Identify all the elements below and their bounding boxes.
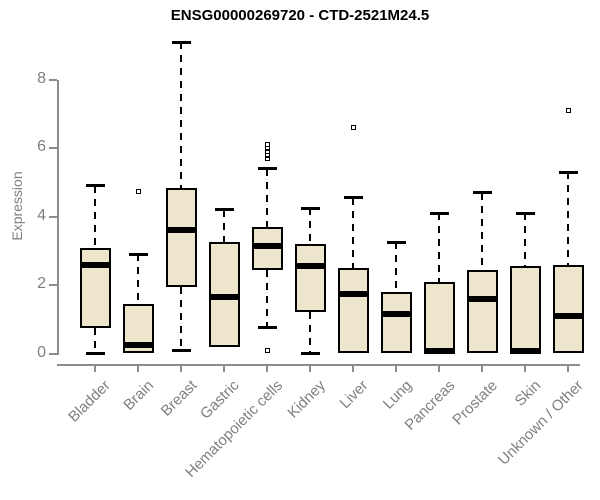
upper-whisker (524, 213, 526, 267)
upper-whisker-cap (171, 40, 191, 44)
upper-whisker (481, 192, 483, 270)
outlier-point (264, 152, 270, 158)
median-line (294, 263, 326, 270)
y-tick-label: 8 (37, 69, 46, 87)
x-axis-tick (352, 364, 354, 372)
lower-whisker-cap (257, 326, 277, 330)
box (79, 247, 111, 328)
box (423, 281, 455, 354)
median-line (380, 311, 412, 318)
box (509, 266, 541, 354)
upper-whisker-cap (85, 184, 105, 188)
y-axis-tick (49, 352, 57, 355)
upper-whisker (94, 185, 96, 248)
upper-whisker-cap (343, 196, 363, 200)
lower-whisker (309, 312, 311, 354)
box (294, 244, 326, 313)
y-axis-tick (49, 147, 57, 150)
outlier-point (135, 188, 141, 194)
upper-whisker-cap (257, 167, 277, 171)
outlier-point (350, 125, 356, 131)
lower-whisker (180, 286, 182, 351)
upper-whisker-cap (214, 208, 234, 212)
upper-whisker (137, 254, 139, 304)
median-line (208, 294, 240, 301)
y-tick-label: 0 (37, 343, 46, 361)
lower-whisker (266, 269, 268, 328)
x-axis-tick (524, 364, 526, 372)
upper-whisker-cap (558, 170, 578, 174)
x-axis-tick (438, 364, 440, 372)
x-tick-label: Bladder (65, 377, 115, 426)
upper-whisker-cap (128, 252, 148, 256)
lower-whisker (94, 327, 96, 354)
x-axis-tick (309, 364, 311, 372)
outlier-point (565, 108, 571, 114)
chart-title: ENSG00000269720 - CTD-2521M24.5 (170, 7, 430, 24)
box (466, 269, 498, 354)
y-axis-tick (49, 284, 57, 287)
outlier-point (264, 149, 270, 155)
y-axis-line (57, 79, 59, 356)
x-tick-label: Skin (511, 377, 545, 410)
upper-whisker (223, 209, 225, 243)
median-line (122, 341, 154, 348)
median-line (337, 290, 369, 297)
x-axis-tick (137, 364, 139, 372)
box (165, 187, 197, 287)
upper-whisker-cap (300, 206, 320, 210)
upper-whisker (395, 242, 397, 292)
upper-whisker (309, 208, 311, 245)
outlier-point (264, 347, 270, 353)
median-line (165, 227, 197, 234)
y-tick-label: 4 (37, 206, 46, 224)
median-line (423, 348, 455, 355)
upper-whisker (567, 172, 569, 265)
x-tick-label: Liver (337, 377, 373, 413)
box (380, 291, 412, 354)
box (552, 264, 584, 354)
x-axis-tick (223, 364, 225, 372)
median-line (509, 348, 541, 355)
upper-whisker-cap (472, 191, 492, 195)
outlier-point (264, 145, 270, 151)
upper-whisker-cap (515, 211, 535, 215)
upper-whisker (352, 197, 354, 268)
box (337, 268, 369, 354)
upper-whisker (438, 213, 440, 282)
lower-whisker-cap (300, 352, 320, 355)
x-axis-tick (567, 364, 569, 372)
upper-whisker-cap (429, 211, 449, 215)
median-line (552, 312, 584, 319)
median-line (466, 295, 498, 302)
x-axis-tick (395, 364, 397, 372)
upper-whisker (266, 168, 268, 227)
y-tick-label: 2 (37, 275, 46, 293)
x-axis-tick (94, 364, 96, 372)
lower-whisker-cap (85, 352, 105, 355)
y-tick-label: 6 (37, 138, 46, 156)
upper-whisker-cap (386, 240, 406, 244)
x-tick-label: Kidney (284, 377, 330, 422)
median-line (79, 261, 111, 268)
x-tick-label: Brain (120, 377, 158, 414)
outlier-point (264, 142, 270, 148)
x-tick-label: Prostate (449, 377, 502, 429)
x-tick-label: Breast (157, 377, 201, 420)
y-axis-tick (49, 215, 57, 218)
x-axis-tick (266, 364, 268, 372)
median-line (251, 242, 283, 249)
x-tick-label: Lung (379, 377, 416, 413)
upper-whisker (180, 42, 182, 188)
outlier-point (264, 156, 270, 162)
x-axis-tick (180, 364, 182, 372)
x-axis-tick (481, 364, 483, 372)
lower-whisker-cap (171, 348, 191, 352)
x-axis-line (57, 364, 580, 366)
y-axis-tick (49, 78, 57, 81)
